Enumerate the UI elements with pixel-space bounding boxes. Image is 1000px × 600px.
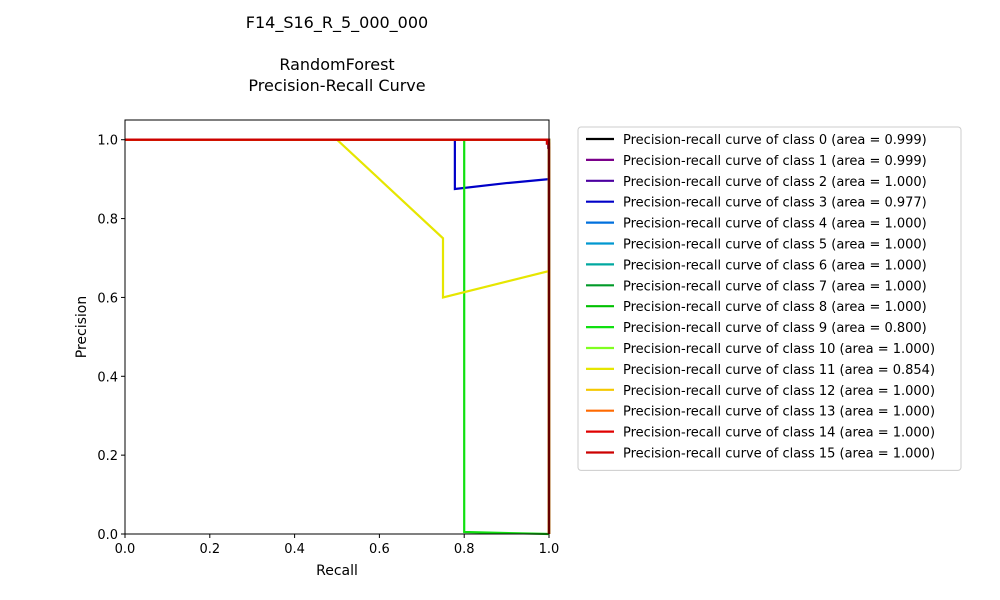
series-line-class-0 xyxy=(125,138,551,534)
plot-lines xyxy=(125,138,551,536)
legend-entry: Precision-recall curve of class 6 (area … xyxy=(623,258,927,273)
plot-border xyxy=(124,119,550,535)
series-line-class-15 xyxy=(125,138,551,534)
legend-entry: Precision-recall curve of class 3 (area … xyxy=(623,196,927,211)
series-line-class-8 xyxy=(125,138,551,534)
title-line: F14_S16_R_5_000_000 xyxy=(246,13,428,33)
y-tick-label: 0.2 xyxy=(97,449,118,464)
title-line: RandomForest xyxy=(279,55,394,74)
series-line-class-11 xyxy=(125,138,551,534)
axes: 0.0 0.2 0.4 0.6 0.8 1.0 0.0 0.2 0.4 0.6 0.8 1.0 xyxy=(97,134,559,557)
series-line-class-6 xyxy=(125,138,551,534)
y-tick-label: 1.0 xyxy=(97,134,118,149)
legend-entry: Precision-recall curve of class 1 (area … xyxy=(623,154,927,169)
x-tick-label: 0.4 xyxy=(284,542,305,557)
x-tick-label: 1.0 xyxy=(539,542,560,557)
series-line-class-4 xyxy=(125,138,551,534)
chart-title: F14_S16_R_5_000_000 RandomForest Precision… xyxy=(246,13,428,95)
legend-entry: Precision-recall curve of class 4 (area … xyxy=(623,217,927,232)
series-line-class-12 xyxy=(125,138,551,534)
legend-entry: Precision-recall curve of class 2 (area … xyxy=(623,175,927,190)
series-line-class-9 xyxy=(125,138,550,536)
x-tick-label: 0.2 xyxy=(199,542,220,557)
legend-entry: Precision-recall curve of class 14 (area… xyxy=(623,426,935,441)
legend-entry: Precision-recall curve of class 7 (area … xyxy=(623,279,927,294)
legend-entry: Precision-recall curve of class 9 (area … xyxy=(623,321,927,336)
x-tick-label: 0.8 xyxy=(454,542,475,557)
series-line-class-1 xyxy=(125,138,551,534)
plot-frame xyxy=(124,119,550,535)
legend-box xyxy=(577,126,962,471)
y-tick-label: 0.6 xyxy=(97,291,118,306)
legend: Precision-recall curve of class 0 (area … xyxy=(577,126,962,471)
legend-entry: Precision-recall curve of class 11 (area… xyxy=(623,363,935,378)
y-tick-label: 0.4 xyxy=(97,370,118,385)
series-line-class-14 xyxy=(125,138,551,534)
legend-entry: Precision-recall curve of class 8 (area … xyxy=(623,300,927,315)
series-line-class-5 xyxy=(125,138,551,534)
title-line: Precision-Recall Curve xyxy=(248,76,425,95)
legend-entry: Precision-recall curve of class 10 (area… xyxy=(623,342,935,357)
legend-entry: Precision-recall curve of class 12 (area… xyxy=(623,384,935,399)
legend-entry: Precision-recall curve of class 15 (area… xyxy=(623,447,935,462)
series-line-class-10 xyxy=(125,138,551,534)
y-axis-label: Precision xyxy=(74,296,90,358)
legend-entry: Precision-recall curve of class 13 (area… xyxy=(623,405,935,420)
y-tick-label: 0.8 xyxy=(97,213,118,228)
legend-entry: Precision-recall curve of class 0 (area … xyxy=(623,133,927,148)
y-tick-label: 0.0 xyxy=(97,528,118,543)
series-line-class-13 xyxy=(125,138,551,534)
series-line-class-7 xyxy=(125,138,551,534)
x-tick-label: 0.6 xyxy=(369,542,390,557)
x-axis-label: Recall xyxy=(316,563,358,579)
legend-entry: Precision-recall curve of class 5 (area … xyxy=(623,238,927,253)
series-line-class-2 xyxy=(125,138,551,534)
x-tick-label: 0.0 xyxy=(115,542,136,557)
series-line-class-3 xyxy=(125,138,551,534)
